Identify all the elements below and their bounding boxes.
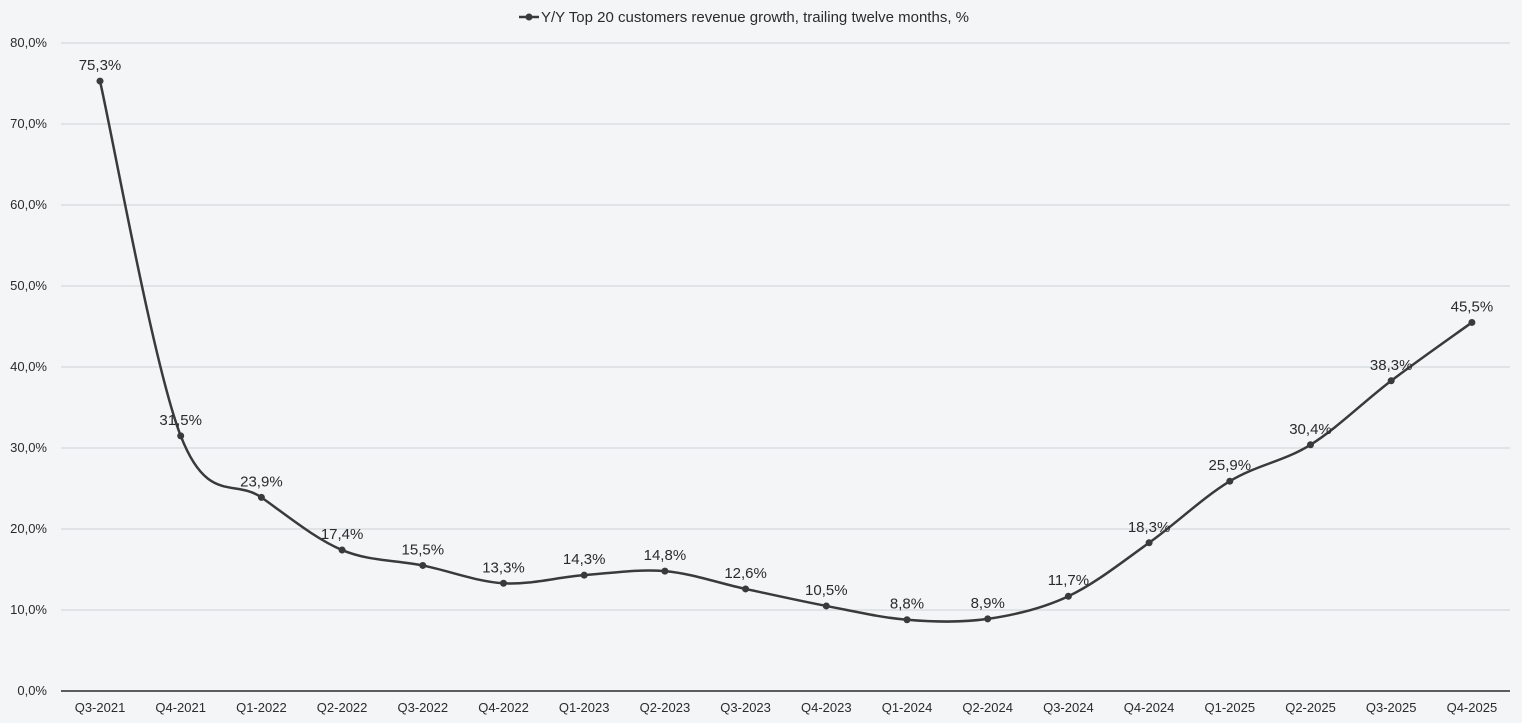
- data-point-marker: [1307, 441, 1314, 449]
- x-tick-label: Q3-2024: [1043, 700, 1094, 715]
- data-labels: 75,3% 31,5% 23,9% 17,4% 15,5% 13,3% 14,3% 14,8%…: [79, 57, 1493, 613]
- data-point-marker: [742, 585, 750, 593]
- x-tick-label: Q4-2024: [1124, 700, 1175, 715]
- y-tick-label: 0,0%: [17, 683, 47, 698]
- data-point-marker: [96, 77, 104, 85]
- data-label: 23,9%: [240, 473, 283, 490]
- x-tick-label: Q1-2025: [1205, 700, 1256, 715]
- data-point-marker: [419, 561, 427, 569]
- x-tick-label: Q3-2021: [75, 700, 126, 715]
- data-label: 25,9%: [1209, 457, 1252, 474]
- y-tick-label: 20,0%: [10, 521, 47, 536]
- data-point-marker: [1468, 318, 1476, 326]
- data-label: 12,6%: [724, 565, 767, 582]
- data-point-marker: [661, 567, 669, 575]
- x-tick-label: Q3-2025: [1366, 700, 1417, 715]
- data-label: 38,3%: [1370, 357, 1413, 374]
- x-tick-label: Q2-2022: [317, 700, 368, 715]
- x-tick-label: Q2-2024: [962, 700, 1013, 715]
- legend: Y/Y Top 20 customers revenue growth, tra…: [519, 9, 969, 26]
- x-tick-label: Q4-2022: [478, 700, 529, 715]
- data-label: 17,4%: [321, 526, 364, 543]
- x-tick-label: Q3-2022: [398, 700, 449, 715]
- data-label: 10,5%: [805, 582, 848, 599]
- y-tick-label: 50,0%: [10, 278, 47, 293]
- data-point-marker: [822, 602, 830, 610]
- data-label: 75,3%: [79, 57, 122, 74]
- x-tick-label: Q1-2023: [559, 700, 610, 715]
- y-axis-tick-labels: 0,0% 10,0% 20,0% 30,0% 40,0% 50,0% 60,0% 70,0% 8…: [10, 35, 47, 698]
- data-label: 30,4%: [1289, 421, 1332, 438]
- y-tick-label: 60,0%: [10, 197, 47, 212]
- y-tick-label: 40,0%: [10, 359, 47, 374]
- x-axis-tick-labels: Q3-2021 Q4-2021 Q1-2022 Q2-2022 Q3-2022 Q4-20…: [75, 700, 1497, 715]
- legend-entry: Y/Y Top 20 customers revenue growth, tra…: [541, 9, 969, 26]
- data-point-marker: [177, 432, 185, 440]
- data-label: 8,8%: [890, 596, 924, 613]
- data-label: 14,8%: [644, 547, 687, 564]
- data-point-marker: [580, 571, 588, 579]
- data-point-marker: [500, 579, 507, 587]
- grid-lines: [61, 42, 1510, 611]
- data-point-marker: [338, 546, 346, 554]
- data-point-marker: [1387, 377, 1395, 385]
- series-markers: [96, 77, 1476, 624]
- data-point-marker: [1145, 539, 1153, 547]
- data-label: 18,3%: [1128, 519, 1171, 536]
- data-point-marker: [984, 615, 992, 623]
- x-tick-label: Q4-2025: [1447, 700, 1498, 715]
- data-label: 45,5%: [1451, 298, 1494, 315]
- data-label: 15,5%: [402, 541, 445, 558]
- data-point-marker: [903, 616, 911, 624]
- x-tick-label: Q2-2023: [640, 700, 691, 715]
- legend-marker-swatch: [525, 13, 533, 21]
- x-tick-label: Q3-2023: [720, 700, 771, 715]
- data-point-marker: [257, 493, 265, 501]
- x-tick-label: Q1-2022: [236, 700, 287, 715]
- x-tick-label: Q4-2023: [801, 700, 852, 715]
- data-label: 31,5%: [159, 412, 202, 429]
- y-tick-label: 30,0%: [10, 440, 47, 455]
- data-label: 11,7%: [1048, 572, 1089, 589]
- data-label: 13,3%: [482, 559, 525, 576]
- data-label: 14,3%: [563, 551, 606, 568]
- data-label: 8,9%: [971, 595, 1005, 612]
- x-tick-label: Q4-2021: [155, 700, 206, 715]
- x-tick-label: Q1-2024: [882, 700, 933, 715]
- y-tick-label: 70,0%: [10, 116, 47, 131]
- data-point-marker: [1064, 592, 1072, 600]
- series-line: [98, 80, 1473, 623]
- data-point-marker: [1226, 477, 1234, 485]
- y-tick-label: 10,0%: [10, 602, 47, 617]
- y-tick-label: 80,0%: [10, 35, 47, 50]
- x-tick-label: Q2-2025: [1285, 700, 1336, 715]
